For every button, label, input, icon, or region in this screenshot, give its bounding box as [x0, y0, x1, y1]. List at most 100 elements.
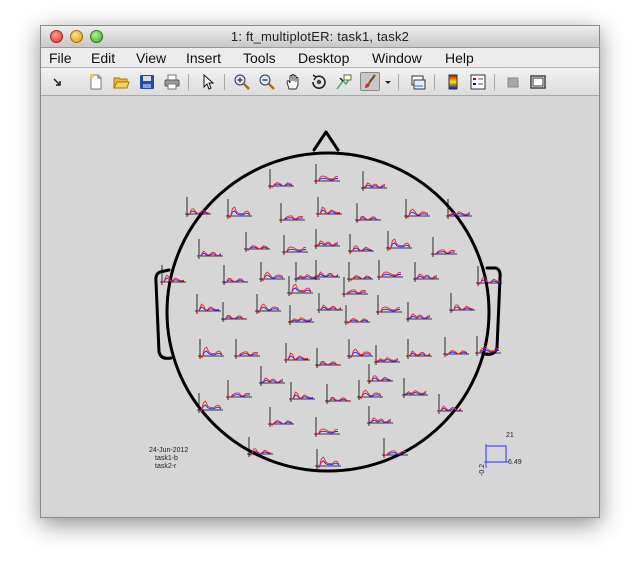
channel-trace-task2: [403, 390, 427, 395]
channel-trace-task2: [198, 250, 222, 257]
zoom-in-icon[interactable]: [233, 73, 251, 91]
toolbar-separator: [188, 74, 189, 90]
head-outline: [154, 130, 502, 473]
menu-edit[interactable]: Edit: [91, 50, 116, 66]
channel-trace-task1: [285, 355, 309, 361]
channel-plot: [314, 260, 340, 280]
channel-plot: [475, 336, 501, 356]
channel-trace-task2: [248, 448, 272, 456]
pan-hand-icon[interactable]: [284, 73, 302, 91]
head-circle: [165, 151, 491, 473]
channel-trace-task2: [199, 346, 223, 359]
channel-trace-task2: [260, 377, 284, 383]
channel-plot: [367, 364, 393, 384]
channel-plot: [406, 302, 432, 322]
channel-plot: [282, 235, 308, 255]
new-figure-icon[interactable]: [87, 73, 105, 91]
channel-plot: [315, 449, 341, 469]
channel-trace-task2: [368, 375, 392, 383]
menu-file[interactable]: File: [49, 50, 72, 66]
channel-trace-task2: [383, 450, 407, 457]
scale-axis: 21 6.49 -0.2: [479, 432, 522, 476]
channel-plot: [406, 339, 432, 359]
multiplot-svg: 24-Jun-2012 task1-b task2-r 21 6.49 -0.2: [149, 130, 522, 476]
channel-trace-task1: [315, 177, 338, 182]
channel-trace-task2: [227, 206, 251, 219]
channel-trace-task1: [290, 394, 314, 400]
left-ear: [154, 268, 173, 360]
menu-view[interactable]: View: [136, 50, 167, 66]
nose: [312, 130, 340, 152]
channel-trace-task1: [363, 184, 386, 188]
minimize-window-button[interactable]: [70, 30, 83, 43]
channel-plot: [376, 295, 402, 315]
hide-plot-tools-icon[interactable]: [504, 73, 522, 91]
brush-icon[interactable]: [360, 72, 380, 91]
menu-window[interactable]: Window: [372, 50, 422, 66]
dropdown-arrow-icon[interactable]: [383, 73, 393, 91]
channel-trace-task2: [405, 208, 429, 219]
zoom-window-button[interactable]: [90, 30, 103, 43]
zoom-out-icon[interactable]: [258, 73, 276, 91]
channel-plot: [279, 203, 305, 223]
channel-trace-task2: [316, 456, 340, 469]
channel-plot: [221, 302, 247, 322]
channel-trace-task1: [261, 379, 284, 383]
channel-plot: [386, 231, 412, 251]
menu-tools[interactable]: Tools: [243, 50, 276, 66]
channel-trace-task2: [414, 273, 438, 279]
channel-plot: [449, 293, 475, 313]
channel-plot: [446, 199, 472, 219]
open-file-icon[interactable]: [112, 73, 130, 91]
print-icon[interactable]: [163, 73, 181, 91]
save-icon[interactable]: [138, 73, 156, 91]
channel-plot: [413, 262, 439, 282]
channel-trace-task2: [343, 289, 367, 296]
link-plot-icon[interactable]: [409, 73, 427, 91]
show-plot-tools-icon[interactable]: [529, 73, 547, 91]
channel-plot: [197, 393, 223, 413]
channel-plot: [198, 339, 224, 359]
close-window-button[interactable]: [50, 30, 63, 43]
channel-trace-task2: [348, 348, 372, 359]
channel-plot: [342, 277, 368, 297]
channel-trace-task1: [161, 277, 185, 283]
channel-trace-task2: [378, 271, 401, 278]
channel-trace-task2: [285, 352, 309, 362]
channel-trace-task1: [403, 392, 427, 395]
data-cursor-icon[interactable]: [335, 73, 353, 91]
channel-trace-task1: [369, 419, 392, 423]
menu-insert[interactable]: Insert: [186, 50, 222, 66]
figure-toolbar: [41, 68, 599, 96]
channel-trace-task2: [315, 428, 338, 435]
channel-trace-task2: [377, 306, 400, 313]
channel-trace-task1: [196, 306, 220, 312]
channel-plot: [268, 407, 294, 427]
dock-arrow-icon[interactable]: [49, 73, 67, 91]
legend-icon[interactable]: [469, 73, 487, 91]
select-arrow-icon[interactable]: [199, 73, 217, 91]
channel-trace-task2: [315, 175, 338, 182]
channel-trace-task2: [288, 283, 312, 296]
channel-trace-task1: [476, 349, 499, 354]
channel-plot: [259, 366, 285, 386]
figure-canvas[interactable]: 24-Jun-2012 task1-b task2-r 21 6.49 -0.2: [41, 96, 601, 519]
channel-plot: [185, 197, 211, 217]
toolbar-separator: [398, 74, 399, 90]
channel-plot: [382, 438, 408, 458]
channel-trace-task2: [269, 420, 293, 427]
channel-plot: [247, 437, 273, 457]
channel-trace-task2: [315, 271, 339, 278]
channel-trace-task2: [280, 215, 304, 222]
channel-trace-task2: [283, 246, 306, 253]
scale-box: [485, 445, 507, 463]
menu-help[interactable]: Help: [445, 50, 474, 66]
channel-plot: [226, 380, 252, 400]
channel-plot: [160, 265, 186, 285]
toolbar-separator: [494, 74, 495, 90]
menu-desktop[interactable]: Desktop: [298, 50, 350, 66]
rotate-3d-icon[interactable]: [310, 73, 328, 91]
channel-trace-task2: [196, 303, 220, 313]
channel-trace-task2: [227, 392, 251, 399]
colorbar-icon[interactable]: [444, 73, 462, 91]
